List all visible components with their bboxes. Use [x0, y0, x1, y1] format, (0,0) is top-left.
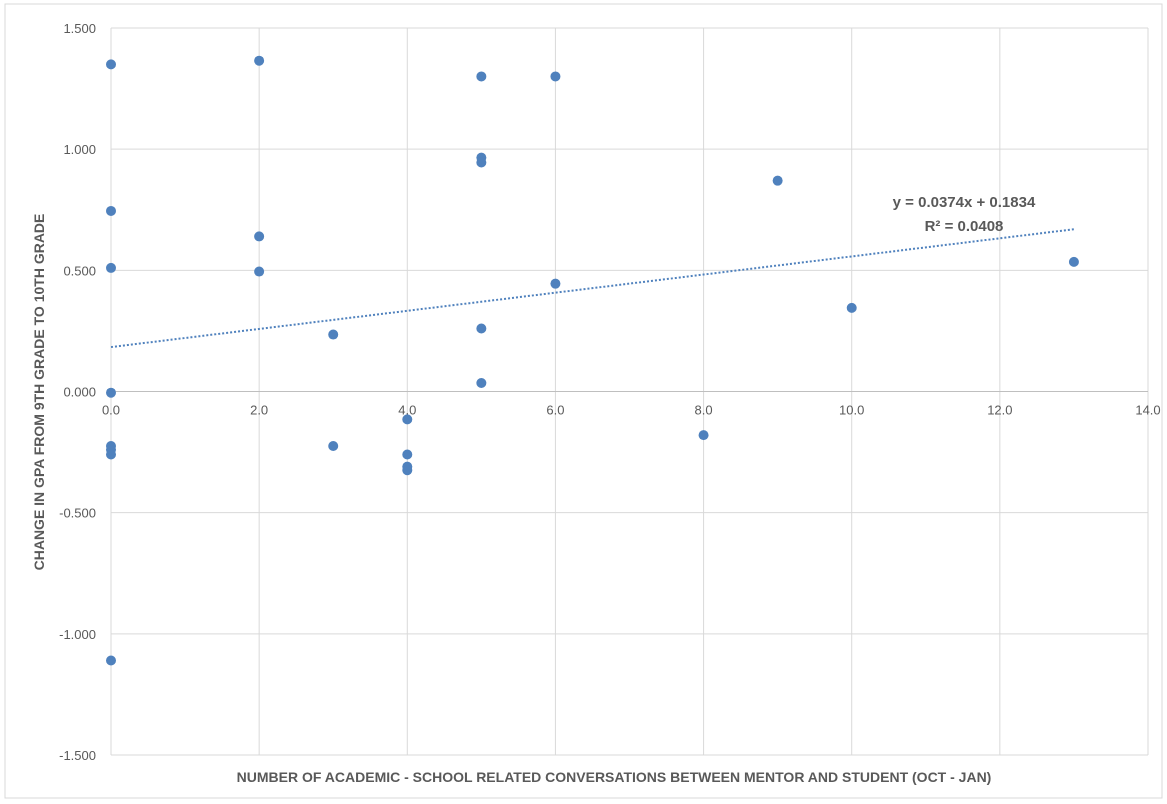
trendline — [110, 228, 1075, 349]
trendline-equation: y = 0.0374x + 0.1834 — [893, 194, 1036, 211]
y-tick-label: 0.000 — [63, 385, 96, 400]
tick-labels: 0.0 2.0 4.0 6.0 8.0 10.0 12.0 14.0 1.500 1.000 0.5… — [59, 21, 1161, 763]
trendline-r-squared: R² = 0.0408 — [925, 218, 1004, 235]
x-tick-label: 8.0 — [695, 403, 713, 418]
y-tick-label: -0.500 — [59, 506, 96, 521]
data-point — [846, 302, 857, 313]
x-tick-label: 10.0 — [839, 403, 864, 418]
data-point — [106, 449, 116, 460]
data-point — [106, 387, 116, 398]
x-tick-label: 0.0 — [102, 403, 120, 418]
x-axis-title: NUMBER OF ACADEMIC - SCHOOL RELATED CONV… — [237, 769, 992, 785]
data-point — [254, 266, 265, 277]
data-point — [106, 205, 116, 216]
data-point — [106, 262, 116, 273]
x-tick-label: 6.0 — [546, 403, 564, 418]
data-point — [402, 414, 413, 425]
data-point — [106, 59, 116, 70]
data-point — [476, 378, 487, 389]
grid-lines — [110, 27, 1149, 756]
data-point — [254, 55, 265, 66]
data-point — [402, 449, 413, 460]
data-point — [550, 278, 561, 289]
x-tick-label: 14.0 — [1135, 403, 1160, 418]
y-tick-label: 1.000 — [63, 142, 96, 157]
y-tick-label: 0.500 — [63, 263, 96, 278]
data-point — [328, 329, 339, 340]
x-tick-label: 2.0 — [250, 403, 268, 418]
data-point — [476, 323, 487, 334]
data-point — [772, 175, 783, 186]
data-points — [106, 55, 1079, 666]
data-point — [254, 231, 265, 242]
y-axis-title: CHANGE IN GPA FROM 9TH GRADE TO 10TH GRA… — [31, 214, 47, 571]
trendline-path — [110, 228, 1075, 349]
data-point — [1068, 256, 1079, 267]
data-point — [106, 655, 116, 666]
data-point — [476, 71, 487, 82]
data-point — [402, 465, 413, 476]
x-tick-label: 4.0 — [398, 403, 416, 418]
y-tick-label: -1.000 — [59, 627, 96, 642]
data-point — [328, 441, 339, 452]
data-point — [550, 71, 561, 82]
y-tick-label: 1.500 — [63, 21, 96, 36]
x-tick-label: 12.0 — [987, 403, 1012, 418]
data-point — [476, 157, 487, 168]
y-tick-label: -1.500 — [59, 748, 96, 763]
data-point — [698, 430, 709, 441]
chart-area-border — [4, 3, 1163, 799]
